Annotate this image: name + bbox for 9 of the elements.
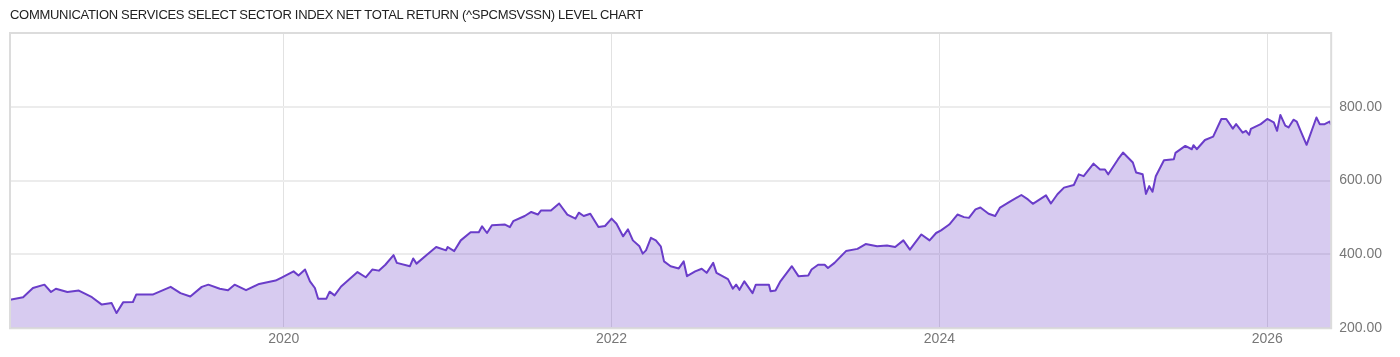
x-tick-label: 2026 bbox=[1251, 330, 1284, 347]
y-tick-label: 600.00 bbox=[1339, 171, 1383, 188]
x-tick-label: 2022 bbox=[596, 330, 628, 347]
y-tick-label: 200.00 bbox=[1339, 319, 1383, 336]
chart-title: COMMUNICATION SERVICES SELECT SECTOR INDEX NET TOTAL RETURN (^SPCMSVSSN) LEVEL CHART bbox=[10, 7, 643, 22]
x-tick-label: 2020 bbox=[268, 330, 300, 347]
y-tick-label: 800.00 bbox=[1339, 97, 1383, 114]
x-tick-label: 2024 bbox=[923, 330, 956, 347]
y-tick-label: 400.00 bbox=[1339, 245, 1383, 262]
